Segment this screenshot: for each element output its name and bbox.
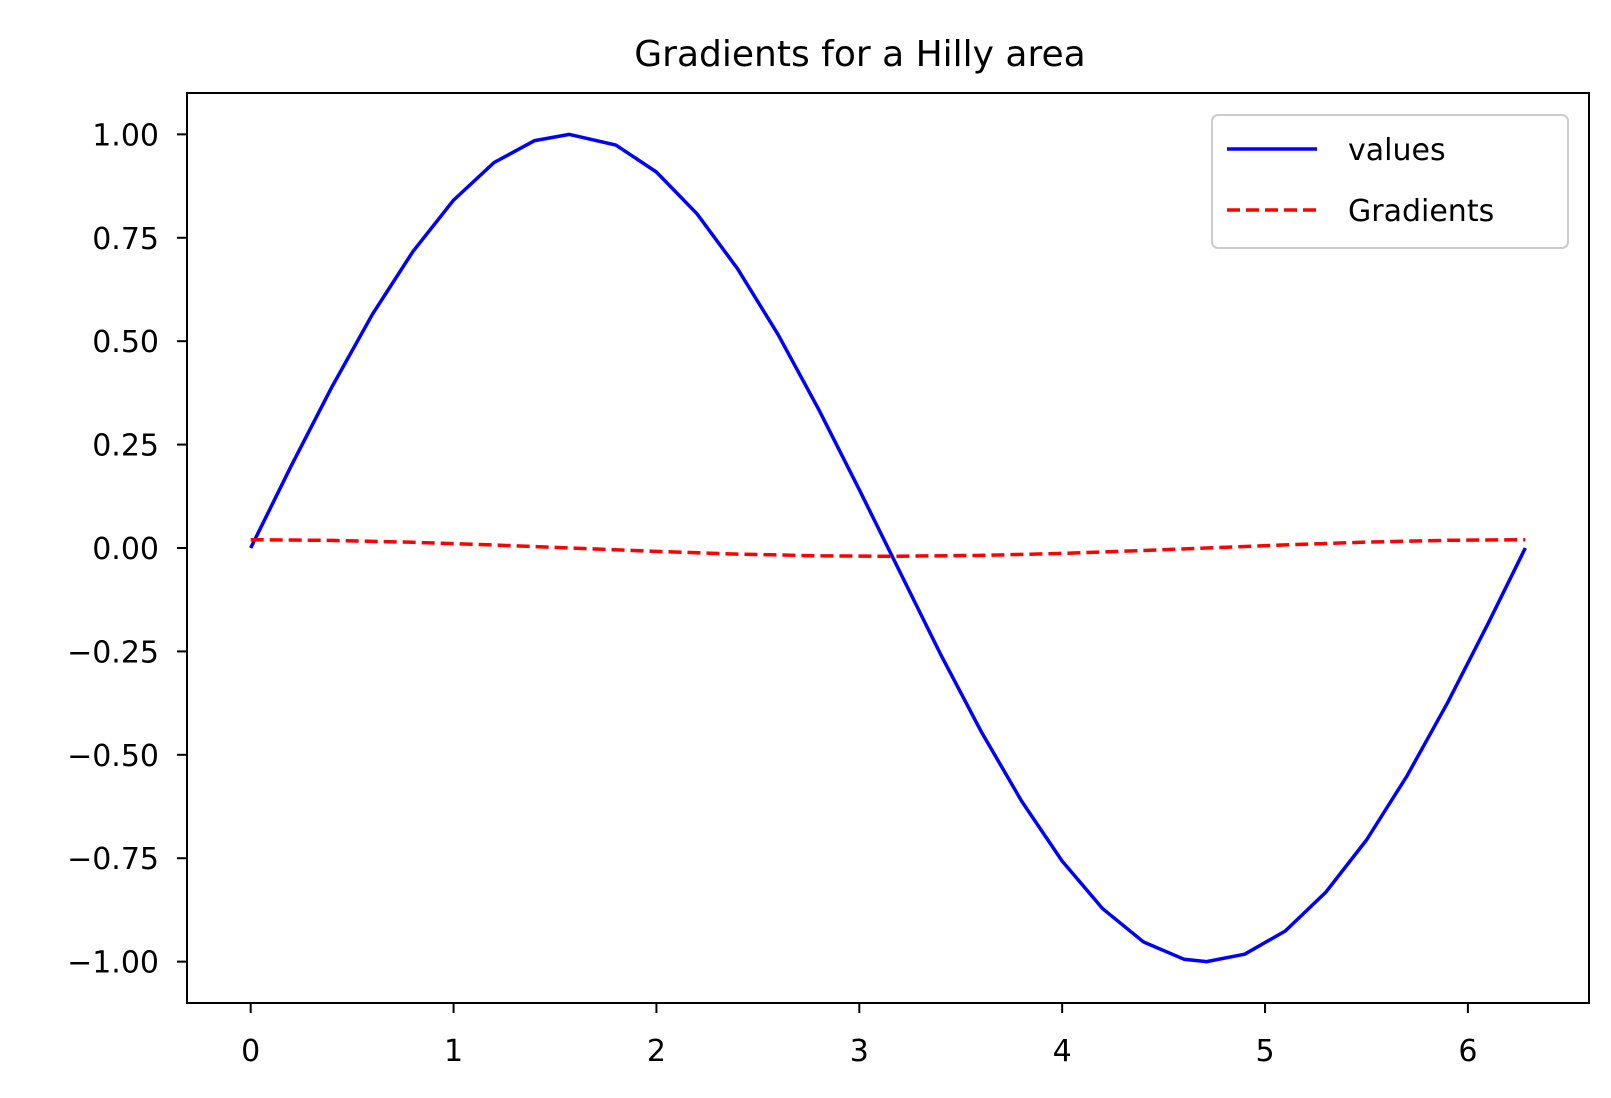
x-tick-label: 5: [1255, 1034, 1274, 1069]
series-line-values: [249, 132, 1527, 964]
y-axis: 1.00 0.75 0.50 0.25 0.00 −0.25 −0.50 −0.75 −1.00: [67, 118, 187, 981]
x-tick-label: 2: [647, 1034, 666, 1069]
y-tick-label: 0.25: [92, 429, 159, 464]
x-axis: 0 1 2 3 4 5 6: [241, 1003, 1477, 1069]
y-tick-label: 0.75: [92, 222, 159, 257]
x-tick-label: 6: [1458, 1034, 1477, 1069]
y-tick-label: −0.25: [67, 635, 159, 670]
series-line-gradients: [250, 537, 1526, 559]
x-tick-label: 4: [1053, 1034, 1072, 1069]
x-tick-label: 0: [241, 1034, 260, 1069]
legend-label-values: values: [1348, 133, 1446, 168]
y-tick-label: 1.00: [92, 118, 159, 153]
y-tick-label: −1.00: [67, 946, 159, 981]
x-tick-label: 1: [444, 1034, 463, 1069]
legend: values Gradients: [1211, 114, 1569, 249]
y-tick-label: −0.75: [67, 842, 159, 877]
y-tick-label: −0.50: [67, 739, 159, 774]
x-tick-label: 3: [850, 1034, 869, 1069]
plot-series: [249, 132, 1527, 964]
y-tick-label: 0.00: [92, 532, 159, 567]
y-tick-label: 0.50: [92, 325, 159, 360]
legend-label-gradients: Gradients: [1348, 194, 1494, 229]
chart-title: Gradients for a Hilly area: [634, 34, 1085, 75]
